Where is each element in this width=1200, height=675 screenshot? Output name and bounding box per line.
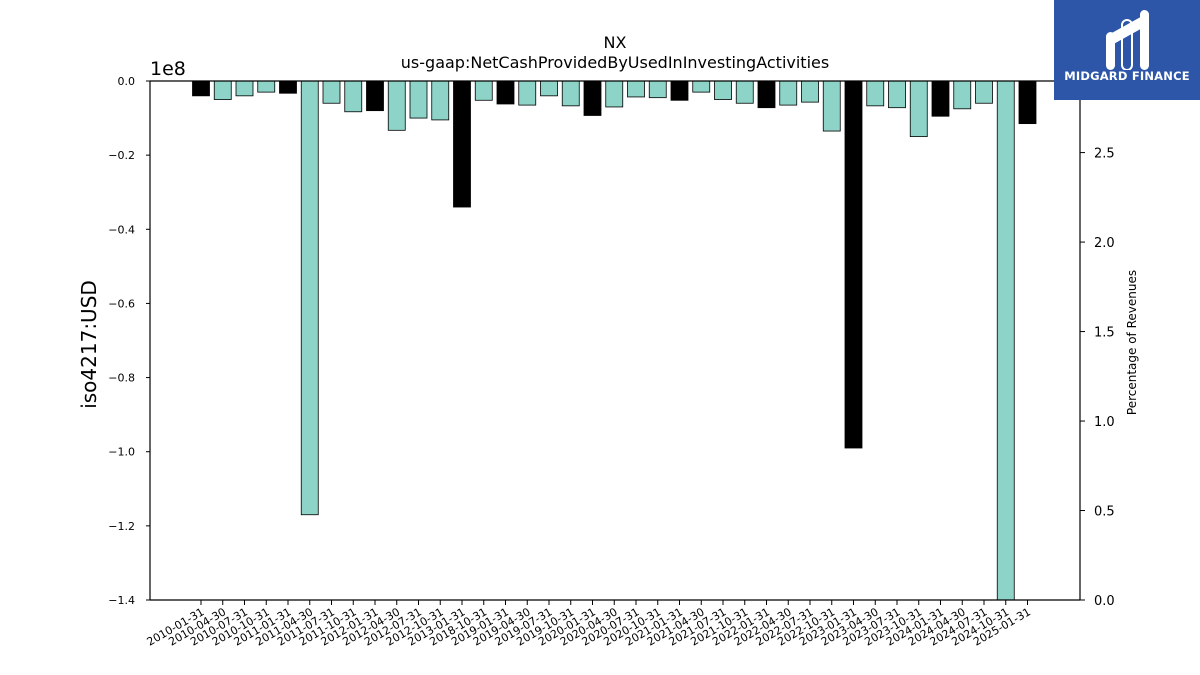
y-tick-label: −1.4 [108, 594, 135, 607]
bar-2020-01-31 [583, 80, 602, 116]
y2-axis-label: Percentage of Revenues [1125, 270, 1139, 415]
y-axis-label: iso4217:USD [77, 280, 101, 409]
bar-2020-04-30 [605, 80, 624, 108]
bar-2018-10-31 [474, 80, 493, 101]
y-tick-label: 0.0 [118, 75, 136, 88]
bar-2021-10-31 [735, 80, 754, 104]
bar-2024-10-31 [996, 80, 1015, 601]
bar-2011-07-31 [322, 80, 341, 104]
bar-2010-04-30 [213, 80, 232, 100]
bar-2022-01-31 [757, 80, 776, 109]
y-tick-label: −1.0 [108, 446, 135, 459]
axes-group [149, 80, 1081, 601]
bar-2020-10-31 [648, 80, 667, 99]
bar-2012-01-31 [366, 80, 384, 112]
bar-2022-07-31 [801, 80, 819, 103]
bar-2011-01-31 [279, 80, 297, 94]
y-offset-label: 1e8 [150, 58, 186, 80]
y-tick-label: −0.6 [108, 297, 135, 310]
y2-tick-label: 0.5 [1094, 505, 1115, 520]
y2-ticks: 0.0 0.5 1.0 1.5 2.0 2.5 [1080, 147, 1115, 609]
bar-2023-04-30 [866, 80, 885, 107]
y2-tick-label: 1.0 [1094, 415, 1115, 430]
bar-2019-01-31 [496, 80, 515, 105]
bar-2013-01-31 [453, 80, 471, 208]
y2-tick-label: 2.5 [1094, 147, 1115, 162]
bars-group [192, 80, 1037, 601]
bar-2019-10-31 [561, 80, 580, 107]
bar-2011-10-31 [344, 80, 363, 113]
y2-tick-label: 2.0 [1094, 236, 1115, 251]
y-tick-label: −0.8 [108, 372, 135, 385]
bar-2019-04-30 [518, 80, 537, 106]
bar-2023-01-31 [844, 80, 863, 449]
bar-2023-10-31 [909, 80, 928, 138]
bar-2025-01-31 [1018, 80, 1037, 125]
bar-2012-07-31 [409, 80, 428, 119]
chart-title: NX [604, 33, 627, 52]
bar-2021-04-30 [692, 80, 711, 93]
bar-2012-10-31 [431, 80, 450, 121]
chart-subtitle: us-gaap:NetCashProvidedByUsedInInvesting… [401, 53, 829, 72]
bar-2010-07-31 [235, 80, 254, 97]
bar-2010-01-31 [192, 80, 210, 97]
bar-2019-07-31 [540, 80, 558, 97]
y2-tick-label: 1.5 [1094, 326, 1115, 341]
bar-2010-10-31 [257, 80, 276, 93]
brand-logo: MIDGARD FINANCE [1054, 0, 1200, 100]
x-ticks: 2010-01-312010-04-302010-07-312010-10-31… [145, 600, 1033, 649]
bar-2024-04-30 [953, 80, 972, 110]
bar-2020-07-31 [627, 80, 645, 98]
logo-mark-icon [1106, 10, 1149, 70]
y-ticks: 0.0 −0.2 −0.4 −0.6 −0.8 −1.0 −1.2 −1.4 [108, 75, 150, 607]
bar-2024-07-31 [975, 80, 993, 104]
y2-tick-label: 0.0 [1094, 594, 1115, 609]
bar-2023-07-31 [888, 80, 906, 109]
logo-text: MIDGARD FINANCE [1064, 69, 1190, 83]
y-tick-label: −1.2 [108, 520, 135, 533]
bar-2012-04-30 [387, 80, 406, 131]
bar-2011-04-30 [300, 80, 319, 516]
bar-2022-04-30 [779, 80, 798, 106]
bar-2021-01-31 [670, 80, 689, 101]
bar-2021-07-31 [714, 80, 732, 100]
y-tick-label: −0.2 [108, 149, 135, 162]
bar-2024-01-31 [931, 80, 950, 117]
bar-2022-10-31 [822, 80, 841, 132]
y-tick-label: −0.4 [108, 223, 135, 236]
